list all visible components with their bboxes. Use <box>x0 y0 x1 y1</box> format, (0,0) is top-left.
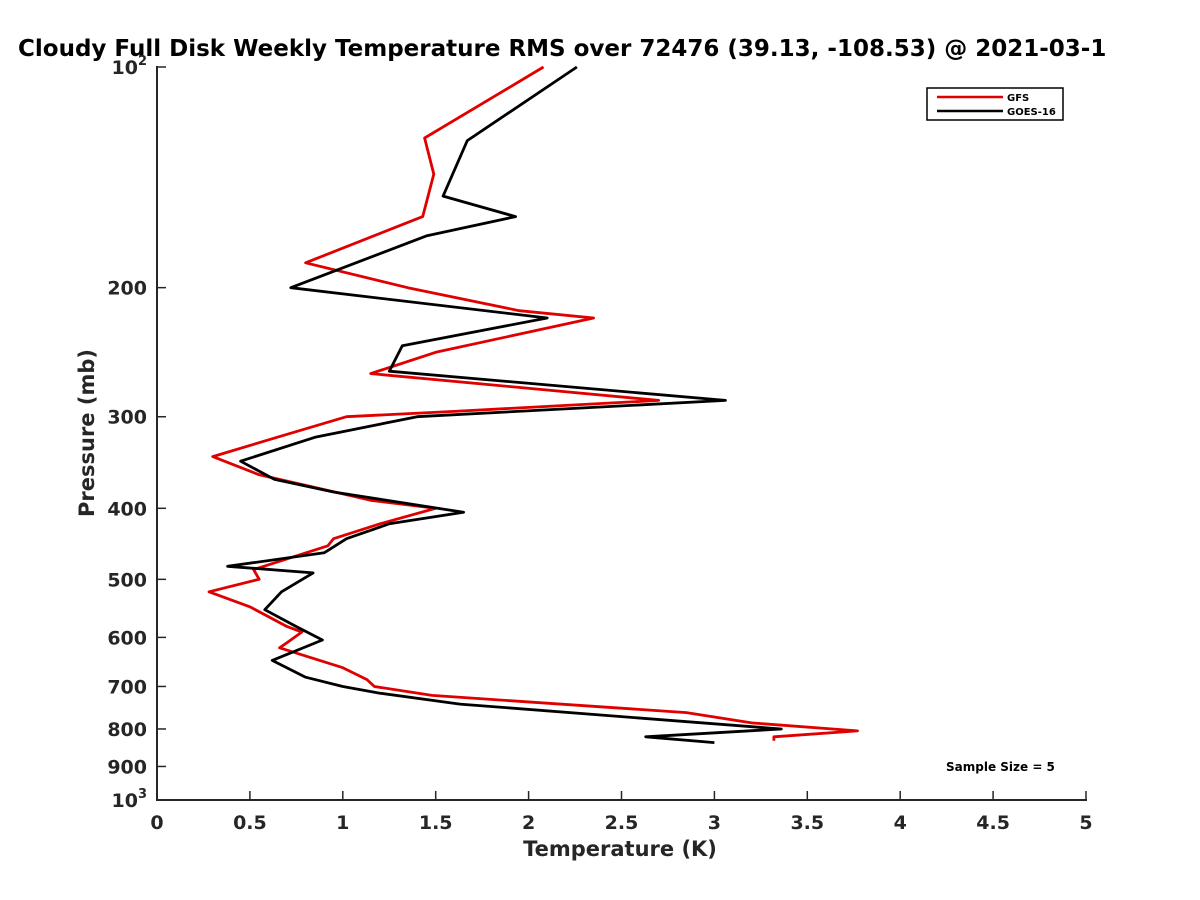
x-tick-label: 5 <box>1079 812 1092 834</box>
series-line-goes-16 <box>226 65 783 744</box>
legend-label-goes-16: GOES-16 <box>1007 107 1056 118</box>
plot-background <box>157 67 1086 800</box>
x-tick-label: 0 <box>150 812 163 834</box>
y-tick-label: 103 <box>112 787 148 812</box>
y-tick-label: 500 <box>107 569 147 591</box>
y-tick-label: 102 <box>112 54 148 79</box>
y-tick-label: 600 <box>107 627 147 649</box>
x-tick-label: 3.5 <box>790 812 824 834</box>
x-axis-ticks: 0 0.5 1 1.5 2 2.5 3 3.5 4 4.5 5 <box>150 791 1093 834</box>
x-axis-label: Temperature (K) <box>523 837 717 861</box>
sample-size-annotation: Sample Size = 5 <box>946 760 1055 774</box>
x-tick-label: 4 <box>894 812 907 834</box>
plot-area: 0 0.5 1 1.5 2 2.5 3 3.5 4 4.5 5 102 200 300 400 500 600… <box>107 54 1092 834</box>
x-tick-label: 1.5 <box>419 812 453 834</box>
y-tick-label: 200 <box>107 278 147 300</box>
x-tick-label: 0.5 <box>233 812 267 834</box>
y-tick-label: 400 <box>107 498 147 520</box>
series-line-gfs <box>207 65 859 741</box>
y-axis-ticks: 102 200 300 400 500 600 700 800 900 103 <box>107 54 166 812</box>
series-group <box>207 65 859 744</box>
x-tick-label: 4.5 <box>976 812 1010 834</box>
x-tick-label: 1 <box>336 812 349 834</box>
y-tick-label: 900 <box>107 756 147 778</box>
legend: GFS GOES-16 <box>926 87 1064 121</box>
y-tick-label: 800 <box>107 719 147 741</box>
chart-title: Cloudy Full Disk Weekly Temperature RMS … <box>18 36 1106 62</box>
y-tick-label: 300 <box>107 407 147 429</box>
x-tick-label: 2.5 <box>605 812 639 834</box>
y-tick-label: 700 <box>107 676 147 698</box>
y-axis-label: Pressure (mb) <box>75 349 99 517</box>
x-tick-label: 2 <box>522 812 535 834</box>
legend-box <box>926 87 1064 121</box>
legend-label-gfs: GFS <box>1007 93 1029 104</box>
x-tick-label: 3 <box>708 812 721 834</box>
